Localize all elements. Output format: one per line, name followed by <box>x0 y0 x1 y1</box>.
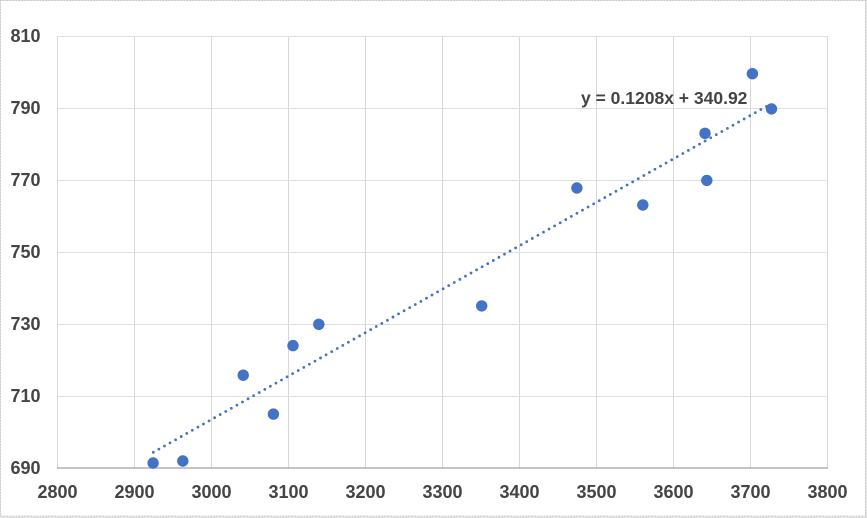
svg-text:690: 690 <box>10 458 40 478</box>
svg-text:3100: 3100 <box>268 482 308 502</box>
svg-text:3400: 3400 <box>499 482 539 502</box>
svg-text:710: 710 <box>10 386 40 406</box>
svg-text:750: 750 <box>10 242 40 262</box>
svg-text:3600: 3600 <box>653 482 693 502</box>
svg-text:3300: 3300 <box>422 482 462 502</box>
svg-text:3700: 3700 <box>730 482 770 502</box>
svg-text:2800: 2800 <box>37 482 77 502</box>
svg-text:810: 810 <box>10 26 40 46</box>
svg-text:790: 790 <box>10 98 40 118</box>
svg-text:3000: 3000 <box>191 482 231 502</box>
svg-text:y = 0.1208x + 340.92: y = 0.1208x + 340.92 <box>581 88 748 108</box>
svg-text:3800: 3800 <box>807 482 847 502</box>
svg-text:3500: 3500 <box>576 482 616 502</box>
svg-text:770: 770 <box>10 170 40 190</box>
svg-text:3200: 3200 <box>345 482 385 502</box>
svg-text:2900: 2900 <box>114 482 154 502</box>
svg-text:730: 730 <box>10 314 40 334</box>
